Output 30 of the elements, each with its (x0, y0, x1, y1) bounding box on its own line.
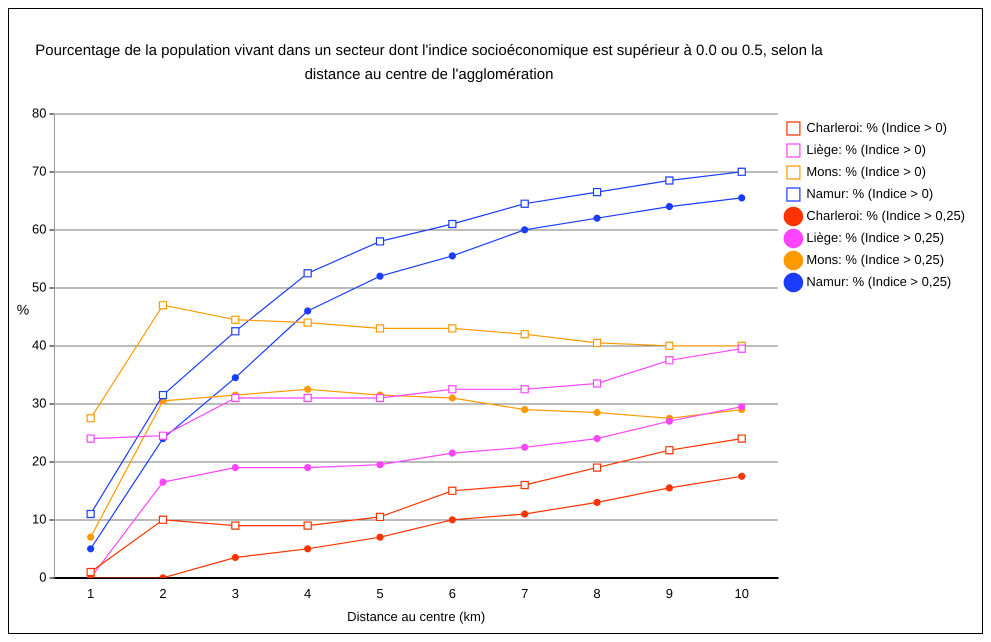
y-tick-label: 20 (32, 453, 46, 468)
legend-label: Charleroi: % (Indice > 0,25) (806, 208, 966, 224)
x-tick-label: 2 (159, 586, 167, 602)
y-tick-label: 0 (39, 569, 46, 584)
x-tick-label: 6 (448, 586, 456, 602)
x-tick-label: 7 (521, 586, 528, 602)
y-tick-label: 50 (32, 279, 46, 294)
y-tick-label: 30 (32, 395, 46, 410)
y-tick-label: 70 (32, 163, 46, 178)
x-axis-title: Distance au centre (km) (347, 608, 486, 624)
legend-label: Mons: % (Indice > 0) (806, 164, 926, 180)
x-tick-label: 4 (304, 586, 312, 602)
legend-label: Liège: % (Indice > 0,25) (806, 230, 944, 246)
y-tick-label: 80 (32, 105, 46, 120)
chart-title: Pourcentage de la population vivant dans un secteur dont l'indice socioéconomique est supérieur à 0.0 ou 0.5, selon la distance au centre de l'agglomération (34, 41, 824, 85)
y-tick-label: 40 (32, 337, 46, 352)
x-tick-label: 1 (87, 586, 94, 602)
x-tick-label: 3 (232, 586, 239, 602)
legend-label: Liège: % (Indice > 0) (806, 142, 926, 158)
y-tick-label: 10 (32, 511, 46, 526)
legend-label: Mons: % (Indice > 0,25) (806, 252, 944, 268)
legend-label: Charleroi: % (Indice > 0) (806, 120, 947, 136)
x-tick-label: 9 (666, 586, 673, 602)
x-tick-label: 8 (593, 586, 601, 602)
x-tick-label: 5 (376, 586, 384, 602)
y-axis-title: % (16, 302, 30, 318)
legend-label: Namur: % (Indice > 0,25) (806, 274, 952, 290)
x-tick-label: 10 (734, 586, 749, 602)
legend-label: Namur: % (Indice > 0) (806, 186, 934, 202)
y-tick-label: 60 (32, 221, 46, 236)
